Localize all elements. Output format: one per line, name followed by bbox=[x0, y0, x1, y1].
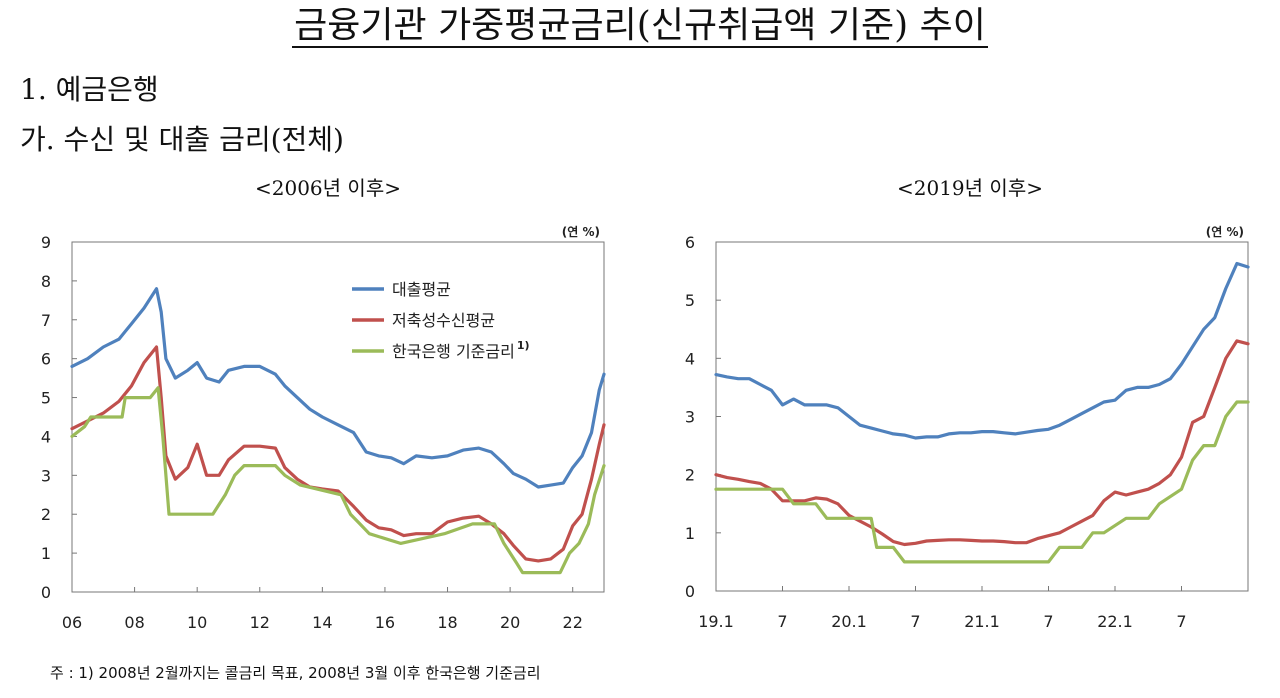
y-tick-label: 4 bbox=[685, 349, 695, 368]
x-tick-label: 19.1 bbox=[698, 612, 734, 631]
y-tick-label: 3 bbox=[685, 408, 695, 427]
y-tick-label: 9 bbox=[41, 233, 51, 252]
series-line-0 bbox=[714, 261, 1250, 440]
y-tick-label: 5 bbox=[41, 389, 51, 408]
x-tick-label: 22.1 bbox=[1097, 612, 1133, 631]
x-tick-label: 18 bbox=[437, 613, 457, 632]
x-tick-label: 12 bbox=[250, 613, 270, 632]
x-tick-label: 7 bbox=[1176, 612, 1186, 631]
footnote: 주 : 1) 2008년 2월까지는 콜금리 목표, 2008년 3월 이후 한… bbox=[50, 664, 541, 682]
x-tick-label: 08 bbox=[124, 613, 144, 632]
y-tick-label: 4 bbox=[41, 427, 51, 446]
x-tick-label: 7 bbox=[910, 612, 920, 631]
y-tick-label: 0 bbox=[41, 583, 51, 602]
y-tick-label: 1 bbox=[685, 524, 695, 543]
unit-label: (연 %) bbox=[562, 224, 600, 239]
x-tick-label: 14 bbox=[312, 613, 332, 632]
legend-label-1: 저축성수신평균 bbox=[392, 311, 495, 330]
legend-footnote-mark: 1) bbox=[517, 339, 530, 352]
y-tick-label: 2 bbox=[685, 466, 695, 485]
series-line-1 bbox=[70, 345, 606, 563]
page-title: 금융기관 가중평균금리(신규취급액 기준) 추이 bbox=[0, 2, 1280, 50]
x-tick-label: 06 bbox=[62, 613, 82, 632]
plot-frame bbox=[715, 241, 1249, 592]
left-chart-title: <2006년 이후> bbox=[255, 176, 401, 200]
y-tick-label: 3 bbox=[41, 466, 51, 485]
y-tick-label: 6 bbox=[41, 350, 51, 369]
series-line-2 bbox=[70, 386, 606, 575]
y-tick-label: 1 bbox=[41, 544, 51, 563]
unit-label: (연 %) bbox=[1206, 224, 1244, 239]
series-line-0 bbox=[70, 287, 606, 489]
section-heading-banks: 1. 예금은행 bbox=[20, 73, 159, 106]
y-tick-label: 2 bbox=[41, 505, 51, 524]
right-chart: 0 1 2 3 4 5 6 19.1 7 20.1 7 21.1 7 22.1 7 (연 %) bbox=[685, 224, 1250, 631]
section-heading-rates: 가. 수신 및 대출 금리(전체) bbox=[20, 123, 344, 156]
y-tick-label: 8 bbox=[41, 272, 51, 291]
y-tick-label: 0 bbox=[685, 582, 695, 601]
y-tick-label: 5 bbox=[685, 291, 695, 310]
x-tick-label: 20.1 bbox=[831, 612, 867, 631]
x-tick-label: 16 bbox=[375, 613, 395, 632]
legend-label-2: 한국은행 기준금리 bbox=[392, 342, 515, 361]
x-tick-label: 7 bbox=[777, 612, 787, 631]
y-tick-label: 6 bbox=[685, 233, 695, 252]
right-chart-title: <2019년 이후> bbox=[897, 176, 1043, 200]
x-tick-label: 21.1 bbox=[964, 612, 1000, 631]
series-line-1 bbox=[714, 339, 1250, 547]
page-title-text: 금융기관 가중평균금리(신규취급액 기준) 추이 bbox=[292, 5, 988, 48]
y-tick-label: 7 bbox=[41, 311, 51, 330]
x-tick-label: 20 bbox=[500, 613, 520, 632]
series-line-2 bbox=[714, 400, 1250, 564]
x-tick-label: 7 bbox=[1043, 612, 1053, 631]
legend-label-0: 대출평균 bbox=[392, 280, 451, 299]
plot-frame bbox=[71, 241, 605, 593]
x-tick-label: 22 bbox=[563, 613, 583, 632]
x-tick-label: 10 bbox=[187, 613, 207, 632]
